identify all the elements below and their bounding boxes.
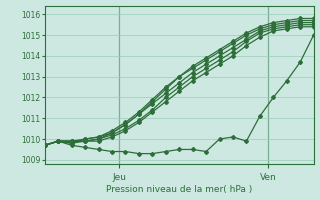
X-axis label: Pression niveau de la mer( hPa ): Pression niveau de la mer( hPa ) — [106, 185, 252, 194]
